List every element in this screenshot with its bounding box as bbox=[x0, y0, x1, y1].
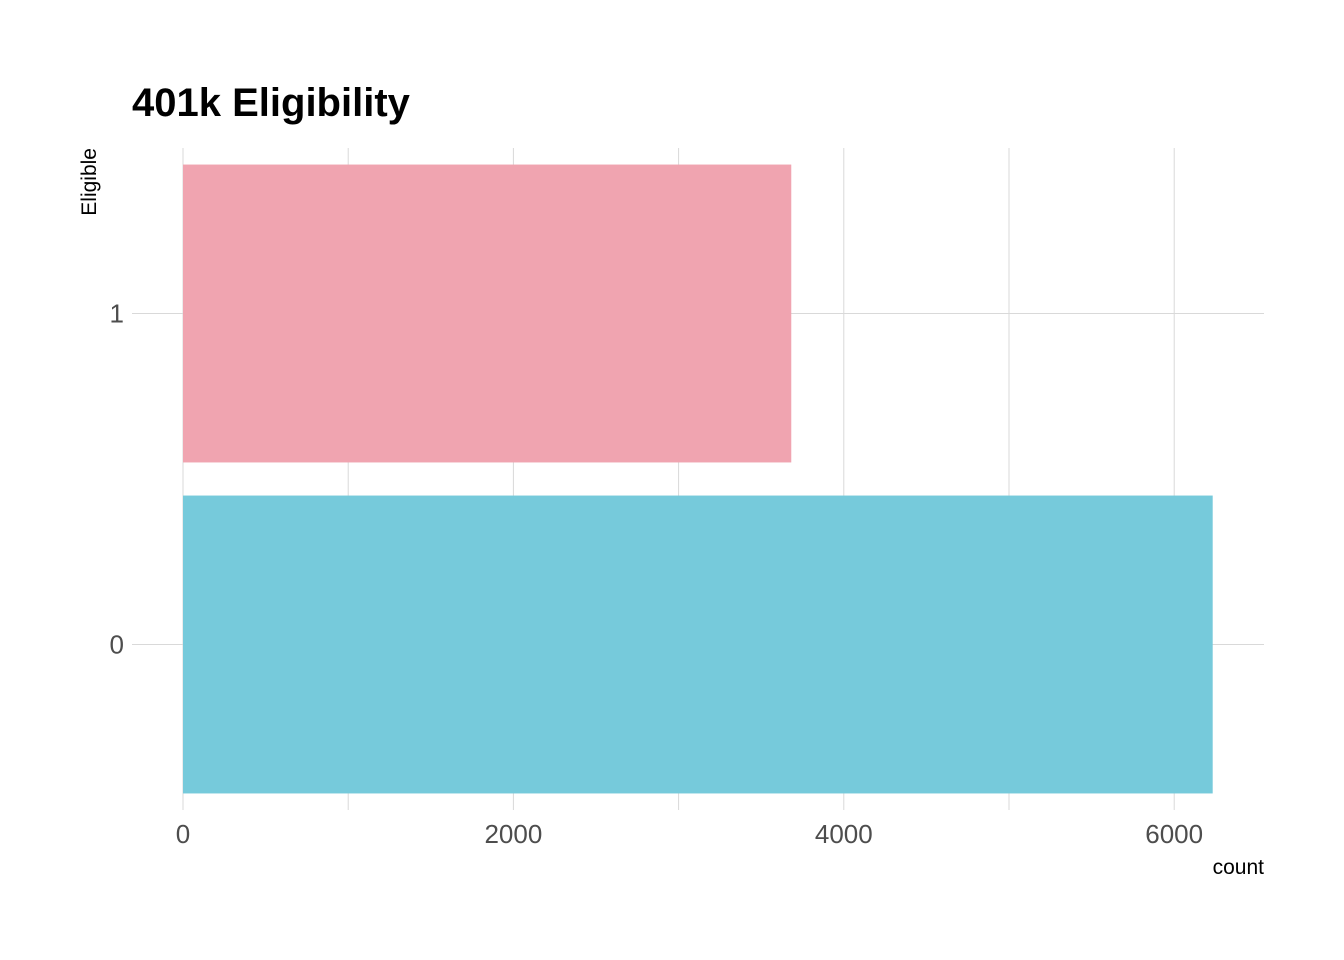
x-tick-label: 2000 bbox=[484, 819, 542, 849]
bar-eligible-1 bbox=[183, 164, 792, 463]
x-tick-label: 4000 bbox=[815, 819, 873, 849]
y-tick-label: 0 bbox=[110, 630, 124, 660]
y-axis-ticks: 01 bbox=[110, 299, 124, 660]
x-tick-label: 0 bbox=[176, 819, 190, 849]
bars bbox=[183, 164, 1213, 794]
y-axis-label: Eligible bbox=[78, 148, 101, 216]
x-axis-label: count bbox=[1213, 856, 1265, 879]
x-axis-ticks: 0 2000 4000 6000 bbox=[176, 819, 1203, 849]
chart-title: 401k Eligibility bbox=[132, 81, 411, 125]
bar-eligible-0 bbox=[183, 495, 1213, 794]
x-tick-label: 6000 bbox=[1145, 819, 1203, 849]
y-tick-label: 1 bbox=[110, 299, 124, 329]
